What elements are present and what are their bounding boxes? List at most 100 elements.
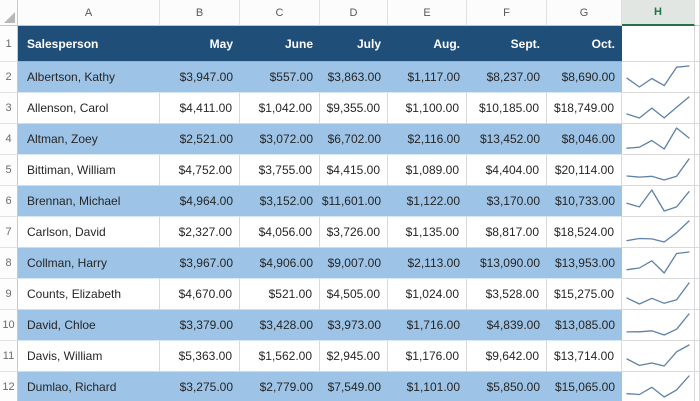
select-all-button[interactable] (0, 0, 18, 26)
cell-H10[interactable] (622, 310, 695, 341)
cell-D6[interactable]: $11,601.00 (320, 186, 388, 217)
cell-F7[interactable]: $8,817.00 (467, 217, 547, 248)
cell-C9[interactable]: $521.00 (240, 279, 320, 310)
column-header-H[interactable]: H (622, 0, 695, 26)
cell-D9[interactable]: $4,505.00 (320, 279, 388, 310)
cell-H3[interactable] (622, 93, 695, 124)
cell-H9[interactable] (622, 279, 695, 310)
cell-B8[interactable]: $3,967.00 (160, 248, 240, 279)
cell-F5[interactable]: $4,404.00 (467, 155, 547, 186)
cell-F9[interactable]: $3,528.00 (467, 279, 547, 310)
cell-F1[interactable]: Sept. (467, 26, 547, 62)
cell-F8[interactable]: $13,090.00 (467, 248, 547, 279)
cell-sliver-6[interactable] (695, 186, 700, 217)
cell-C12[interactable]: $2,779.00 (240, 372, 320, 401)
cell-D5[interactable]: $4,415.00 (320, 155, 388, 186)
cell-G7[interactable]: $18,524.00 (547, 217, 622, 248)
cell-sliver-11[interactable] (695, 341, 700, 372)
cell-H8[interactable] (622, 248, 695, 279)
cell-E7[interactable]: $1,135.00 (388, 217, 467, 248)
cell-D8[interactable]: $9,007.00 (320, 248, 388, 279)
cell-A10[interactable]: David, Chloe (18, 310, 160, 341)
cell-G4[interactable]: $8,046.00 (547, 124, 622, 155)
cell-E11[interactable]: $1,176.00 (388, 341, 467, 372)
cell-C8[interactable]: $4,906.00 (240, 248, 320, 279)
cell-sliver-3[interactable] (695, 93, 700, 124)
row-header-8[interactable]: 8 (0, 248, 18, 279)
cell-sliver-7[interactable] (695, 217, 700, 248)
cell-B11[interactable]: $5,363.00 (160, 341, 240, 372)
cell-E8[interactable]: $2,113.00 (388, 248, 467, 279)
cell-F3[interactable]: $10,185.00 (467, 93, 547, 124)
cell-C2[interactable]: $557.00 (240, 62, 320, 93)
cell-sliver-1[interactable] (695, 26, 700, 62)
cell-G11[interactable]: $13,714.00 (547, 341, 622, 372)
cell-D12[interactable]: $7,549.00 (320, 372, 388, 401)
cell-H11[interactable] (622, 341, 695, 372)
cell-G5[interactable]: $20,114.00 (547, 155, 622, 186)
cell-H7[interactable] (622, 217, 695, 248)
cell-A3[interactable]: Allenson, Carol (18, 93, 160, 124)
cell-C1[interactable]: June (240, 26, 320, 62)
cell-E5[interactable]: $1,089.00 (388, 155, 467, 186)
cell-C7[interactable]: $4,056.00 (240, 217, 320, 248)
cell-sliver-8[interactable] (695, 248, 700, 279)
row-header-7[interactable]: 7 (0, 217, 18, 248)
cell-sliver-9[interactable] (695, 279, 700, 310)
row-header-10[interactable]: 10 (0, 310, 18, 341)
cell-B2[interactable]: $3,947.00 (160, 62, 240, 93)
cell-sliver-4[interactable] (695, 124, 700, 155)
cell-H6[interactable] (622, 186, 695, 217)
cell-D10[interactable]: $3,973.00 (320, 310, 388, 341)
row-header-5[interactable]: 5 (0, 155, 18, 186)
cell-G2[interactable]: $8,690.00 (547, 62, 622, 93)
cell-sliver-12[interactable] (695, 372, 700, 401)
cell-G6[interactable]: $10,733.00 (547, 186, 622, 217)
cell-B10[interactable]: $3,379.00 (160, 310, 240, 341)
cell-A5[interactable]: Bittiman, William (18, 155, 160, 186)
column-header-B[interactable]: B (160, 0, 240, 26)
cell-F2[interactable]: $8,237.00 (467, 62, 547, 93)
cell-E12[interactable]: $1,101.00 (388, 372, 467, 401)
row-header-12[interactable]: 12 (0, 372, 18, 401)
cell-D7[interactable]: $3,726.00 (320, 217, 388, 248)
cell-E6[interactable]: $1,122.00 (388, 186, 467, 217)
row-header-3[interactable]: 3 (0, 93, 18, 124)
cell-G1[interactable]: Oct. (547, 26, 622, 62)
cell-G3[interactable]: $18,749.00 (547, 93, 622, 124)
column-header-F[interactable]: F (467, 0, 547, 26)
cell-H5[interactable] (622, 155, 695, 186)
cell-C5[interactable]: $3,755.00 (240, 155, 320, 186)
cell-C11[interactable]: $1,562.00 (240, 341, 320, 372)
cell-F12[interactable]: $5,850.00 (467, 372, 547, 401)
cell-C6[interactable]: $3,152.00 (240, 186, 320, 217)
cell-A9[interactable]: Counts, Elizabeth (18, 279, 160, 310)
row-header-11[interactable]: 11 (0, 341, 18, 372)
cell-D2[interactable]: $3,863.00 (320, 62, 388, 93)
cell-A6[interactable]: Brennan, Michael (18, 186, 160, 217)
cell-E4[interactable]: $2,116.00 (388, 124, 467, 155)
cell-G12[interactable]: $15,065.00 (547, 372, 622, 401)
cell-B9[interactable]: $4,670.00 (160, 279, 240, 310)
row-header-6[interactable]: 6 (0, 186, 18, 217)
column-header-E[interactable]: E (388, 0, 467, 26)
column-header-sliver[interactable] (695, 0, 700, 26)
cell-D11[interactable]: $2,945.00 (320, 341, 388, 372)
column-header-D[interactable]: D (320, 0, 388, 26)
cell-A2[interactable]: Albertson, Kathy (18, 62, 160, 93)
cell-G8[interactable]: $13,953.00 (547, 248, 622, 279)
cell-F10[interactable]: $4,839.00 (467, 310, 547, 341)
cell-H4[interactable] (622, 124, 695, 155)
cell-E2[interactable]: $1,117.00 (388, 62, 467, 93)
row-header-4[interactable]: 4 (0, 124, 18, 155)
column-header-C[interactable]: C (240, 0, 320, 26)
cell-C4[interactable]: $3,072.00 (240, 124, 320, 155)
cell-B5[interactable]: $4,752.00 (160, 155, 240, 186)
cell-H2[interactable] (622, 62, 695, 93)
cell-C10[interactable]: $3,428.00 (240, 310, 320, 341)
row-header-1[interactable]: 1 (0, 26, 18, 62)
cell-E3[interactable]: $1,100.00 (388, 93, 467, 124)
cell-A7[interactable]: Carlson, David (18, 217, 160, 248)
cell-C3[interactable]: $1,042.00 (240, 93, 320, 124)
cell-D4[interactable]: $6,702.00 (320, 124, 388, 155)
